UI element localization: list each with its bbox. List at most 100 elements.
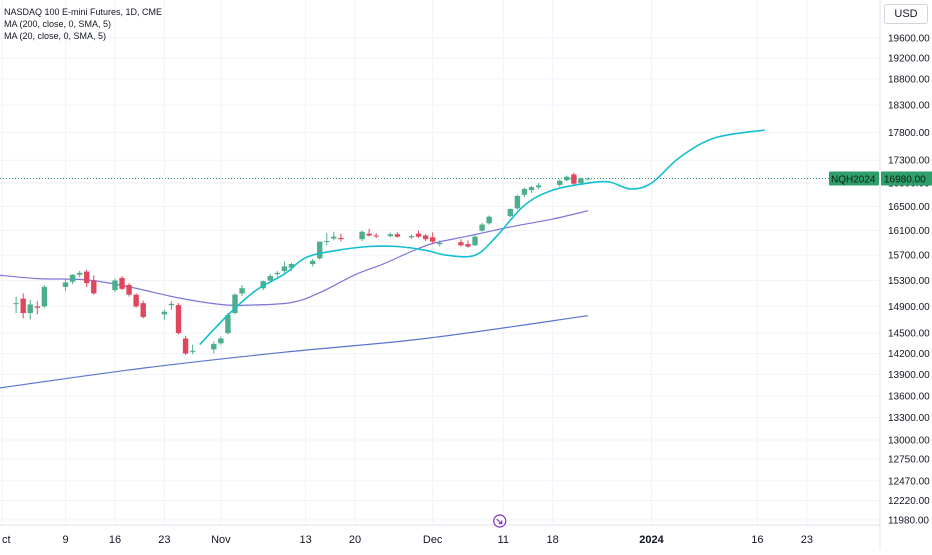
price-tick-label: 18800.00 <box>888 74 930 85</box>
candle-body <box>274 272 281 275</box>
ma20-line <box>0 210 589 307</box>
candle-body <box>140 303 146 318</box>
candle <box>20 293 26 319</box>
legend-ma200[interactable]: MA (200, close, 0, SMA, 5) <box>4 19 112 29</box>
candle-body <box>366 233 372 236</box>
candle <box>62 279 69 291</box>
candle-body <box>317 241 323 259</box>
event-circle <box>493 514 507 528</box>
price-tick-label: 19200.00 <box>888 54 930 65</box>
candle <box>281 261 288 273</box>
candle-body <box>218 338 224 344</box>
time-axis[interactable]: ct 9 16 23 Nov 13 20 Dec 11 18 2024 16 23 <box>2 534 813 546</box>
candle-body <box>408 236 415 238</box>
price-badge-label: 16980.00 <box>884 174 926 185</box>
candle <box>182 335 189 355</box>
candle <box>465 240 471 248</box>
projection-line <box>199 129 765 346</box>
price-tick-label: 18300.00 <box>888 101 930 112</box>
candle-body <box>507 208 514 217</box>
candle <box>140 300 146 319</box>
candle <box>359 230 365 241</box>
candle-body <box>175 305 182 334</box>
symbol-badge <box>829 171 879 186</box>
candle <box>91 275 97 295</box>
candle-body <box>27 304 33 314</box>
candle <box>41 284 48 308</box>
candle-body <box>288 264 295 268</box>
candle <box>13 296 19 314</box>
grid <box>0 0 880 525</box>
candle-body <box>564 176 570 181</box>
time-tick-label: 9 <box>62 534 68 546</box>
time-tick-label: 16 <box>751 534 763 546</box>
candle-body <box>232 294 238 314</box>
time-tick-label: 23 <box>158 534 170 546</box>
candle-body <box>225 315 231 334</box>
time-tick-label: 2024 <box>639 534 664 546</box>
candle-body <box>437 242 443 245</box>
legend-ma20[interactable]: MA (20, close, 0, SMA, 5) <box>4 31 107 41</box>
candle-body <box>267 276 273 281</box>
candle-body <box>168 303 175 306</box>
candle-body <box>585 178 591 180</box>
candle-body <box>41 286 48 307</box>
candle-body <box>20 298 26 314</box>
candle-body <box>133 294 139 307</box>
candle-body <box>458 242 464 246</box>
candle-body <box>331 236 337 239</box>
price-tick-label: 11980.00 <box>888 516 929 527</box>
candle <box>415 230 422 238</box>
candle-body <box>415 233 422 237</box>
price-tick-label: 15700.00 <box>888 251 930 262</box>
candle <box>479 222 485 232</box>
price-tick-label: 14500.00 <box>888 329 930 340</box>
legend-title[interactable]: NASDAQ 100 E-mini Futures, 1D, CME <box>4 7 163 17</box>
price-tick-label: 12220.00 <box>888 496 930 507</box>
candle-body <box>69 274 76 282</box>
candle-body <box>528 187 535 191</box>
time-tick-label: Dec <box>423 534 443 546</box>
candle <box>288 262 295 271</box>
candle <box>189 344 196 355</box>
candle-body <box>429 237 436 242</box>
candle <box>232 293 238 315</box>
candle-body <box>34 306 40 308</box>
price-tick-label: 12750.00 <box>888 455 930 466</box>
candle <box>408 234 415 240</box>
candle-body <box>260 281 266 289</box>
candle-body <box>514 195 521 209</box>
candle-body <box>91 280 97 294</box>
candle-body <box>13 303 19 305</box>
candle <box>225 313 231 335</box>
candle <box>528 186 535 194</box>
candle <box>274 270 281 277</box>
candle <box>331 231 337 241</box>
time-tick-label: 18 <box>547 534 559 546</box>
candle-body <box>571 174 577 184</box>
candle <box>373 233 379 238</box>
candle <box>324 233 330 246</box>
candle-body <box>182 338 189 354</box>
price-tick-label: 17300.00 <box>888 156 930 167</box>
candle <box>126 283 132 297</box>
candle-body <box>422 235 429 240</box>
event-arrow-icon[interactable] <box>493 514 507 528</box>
price-tick-label: 13900.00 <box>888 370 930 381</box>
candle-body <box>211 343 217 350</box>
candle <box>76 270 83 278</box>
price-axis[interactable]: 19600.00 19200.00 18800.00 18300.00 17800.00… <box>888 34 930 527</box>
price-tick-label: 13000.00 <box>888 435 930 446</box>
candle-body <box>394 234 401 237</box>
candle <box>486 215 492 225</box>
candle-body <box>309 260 316 265</box>
time-tick-label: 16 <box>109 534 121 546</box>
candle-body <box>486 216 492 224</box>
candle <box>458 239 464 247</box>
candle-body <box>189 350 196 352</box>
time-tick-label: 11 <box>498 534 509 546</box>
currency-button[interactable]: USD <box>884 4 928 24</box>
candle <box>112 278 118 293</box>
